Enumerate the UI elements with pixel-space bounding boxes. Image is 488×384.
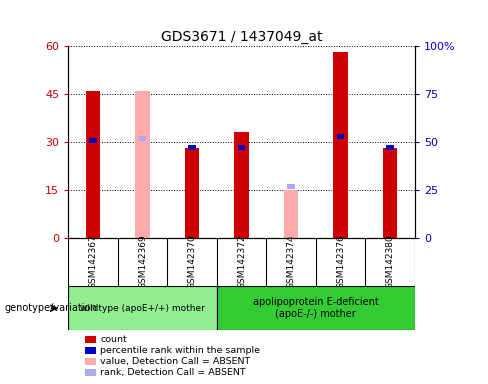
Bar [139,136,146,141]
Bar [184,149,200,238]
Bar [383,149,397,238]
Bar [333,53,348,238]
Bar [86,91,101,238]
Text: count: count [100,335,127,344]
Bar [284,190,299,238]
Bar [238,146,245,150]
Bar [188,146,196,150]
Text: GSM142370: GSM142370 [187,235,197,290]
Text: GSM142367: GSM142367 [88,235,98,290]
Text: genotype/variation: genotype/variation [5,303,98,313]
Bar [68,286,217,330]
Text: GSM142369: GSM142369 [138,235,147,290]
Text: wildtype (apoE+/+) mother: wildtype (apoE+/+) mother [80,304,205,313]
Text: value, Detection Call = ABSENT: value, Detection Call = ABSENT [100,357,250,366]
Title: GDS3671 / 1437049_at: GDS3671 / 1437049_at [161,30,322,44]
Text: GSM142376: GSM142376 [336,235,345,290]
Text: percentile rank within the sample: percentile rank within the sample [100,346,260,355]
Bar [287,184,295,189]
Bar [234,132,249,238]
Bar [135,91,150,238]
Bar [217,286,415,330]
Text: GSM142374: GSM142374 [286,235,296,290]
Text: rank, Detection Call = ABSENT: rank, Detection Call = ABSENT [100,367,245,377]
Bar [386,146,394,150]
Bar [337,134,344,139]
Text: apolipoprotein E-deficient
(apoE-/-) mother: apolipoprotein E-deficient (apoE-/-) mot… [253,297,379,319]
Text: GSM142372: GSM142372 [237,235,246,290]
Text: GSM142380: GSM142380 [386,235,395,290]
Bar [89,138,97,142]
